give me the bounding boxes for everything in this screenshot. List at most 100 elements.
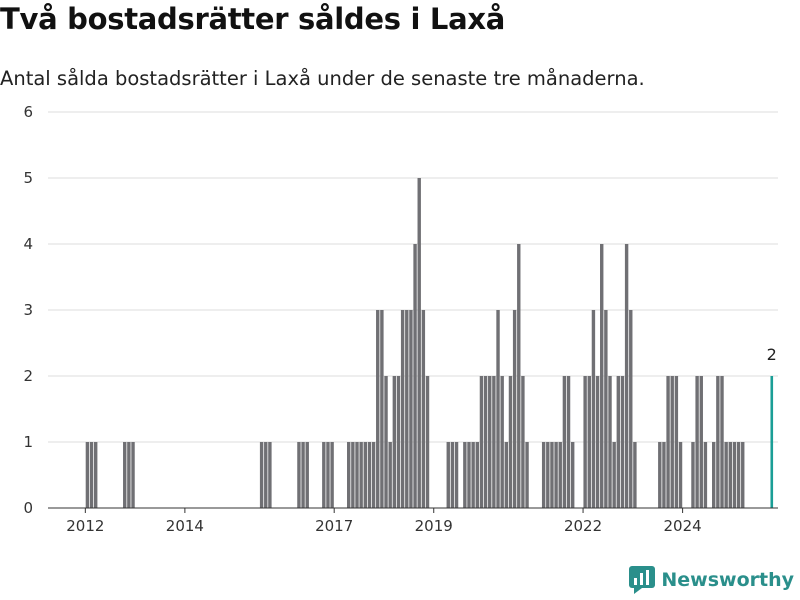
bar — [400, 310, 405, 508]
bar — [741, 442, 745, 508]
bar — [724, 442, 728, 508]
bar — [500, 376, 504, 508]
bar — [728, 442, 732, 508]
bar — [695, 376, 699, 508]
bar — [409, 310, 413, 508]
x-axis-ticks: 2012 2014 2017 2019 2022 2024 — [48, 507, 778, 535]
bar — [488, 376, 492, 508]
bar — [620, 376, 625, 508]
bar — [670, 376, 674, 508]
bar — [662, 442, 666, 508]
bar — [94, 442, 98, 508]
bar — [612, 442, 616, 508]
bar — [658, 442, 662, 508]
bar — [392, 376, 397, 508]
bar — [595, 376, 600, 508]
bar — [297, 442, 301, 508]
bar — [716, 376, 720, 508]
bar — [558, 442, 562, 508]
bar — [330, 442, 334, 508]
bar — [600, 244, 604, 508]
bars — [85, 178, 774, 508]
brand-name: Newsworthy — [661, 569, 794, 591]
bar — [371, 442, 376, 508]
bar — [376, 310, 380, 508]
y-tick-label: 5 — [23, 169, 33, 187]
bar — [720, 376, 724, 508]
bar — [450, 442, 455, 508]
bar — [367, 442, 372, 508]
bar — [264, 442, 268, 508]
y-tick-label: 4 — [23, 235, 33, 253]
y-tick-label: 2 — [23, 367, 33, 385]
bar — [363, 442, 367, 508]
bar — [454, 442, 459, 508]
bar — [587, 376, 591, 508]
newsworthy-logo[interactable]: Newsworthy — [629, 566, 794, 594]
bar — [508, 376, 513, 508]
bar — [608, 376, 612, 508]
bar — [629, 310, 633, 508]
bar — [259, 442, 264, 508]
bar — [633, 442, 637, 508]
bar — [616, 376, 621, 508]
bar — [550, 442, 554, 508]
bar — [127, 442, 131, 508]
data-labels: 2 — [767, 345, 777, 364]
y-tick-label: 0 — [23, 499, 33, 517]
bar — [396, 376, 401, 508]
bar — [604, 310, 608, 508]
bar — [517, 244, 521, 508]
bar — [591, 310, 596, 508]
bar — [425, 376, 430, 508]
bar — [525, 442, 529, 508]
x-tick-label: 2017 — [315, 517, 353, 535]
bar — [504, 442, 509, 508]
bar — [359, 442, 363, 508]
bar — [347, 442, 351, 508]
highlight-data-label: 2 — [767, 345, 777, 364]
highlight-bar — [770, 376, 774, 508]
newsworthy-logo-icon — [629, 566, 656, 594]
bar — [712, 442, 716, 508]
bar — [131, 442, 135, 508]
grid-lines — [48, 111, 778, 443]
bar — [570, 442, 575, 508]
y-tick-label: 6 — [23, 103, 33, 121]
x-tick-label: 2022 — [564, 517, 602, 535]
bar — [546, 442, 550, 508]
bar — [405, 310, 409, 508]
bar — [666, 376, 670, 508]
bar — [496, 310, 500, 508]
bar — [123, 442, 127, 508]
bar — [471, 442, 475, 508]
y-tick-label: 1 — [23, 433, 33, 451]
x-tick-label: 2014 — [166, 517, 204, 535]
bar — [413, 244, 417, 508]
bar — [322, 442, 326, 508]
bar — [492, 376, 496, 508]
bar — [326, 442, 330, 508]
bar — [417, 178, 421, 508]
bar — [703, 442, 708, 508]
bar — [541, 442, 546, 508]
bar — [85, 442, 90, 508]
bar — [566, 376, 571, 508]
bar — [305, 442, 309, 508]
bar — [699, 376, 703, 508]
bar — [268, 442, 272, 508]
x-tick-label: 2024 — [664, 517, 702, 535]
bar — [554, 442, 558, 508]
chart-title: Två bostadsrätter såldes i Laxå — [0, 2, 506, 36]
y-axis-ticks: 0 1 2 3 4 5 6 — [23, 103, 33, 517]
bar — [384, 376, 388, 508]
bar — [736, 442, 741, 508]
y-tick-label: 3 — [23, 301, 33, 319]
chart-subtitle: Antal sålda bostadsrätter i Laxå under d… — [0, 67, 645, 90]
bar — [678, 442, 683, 508]
bar — [562, 376, 567, 508]
bar — [512, 310, 517, 508]
bar — [732, 442, 737, 508]
